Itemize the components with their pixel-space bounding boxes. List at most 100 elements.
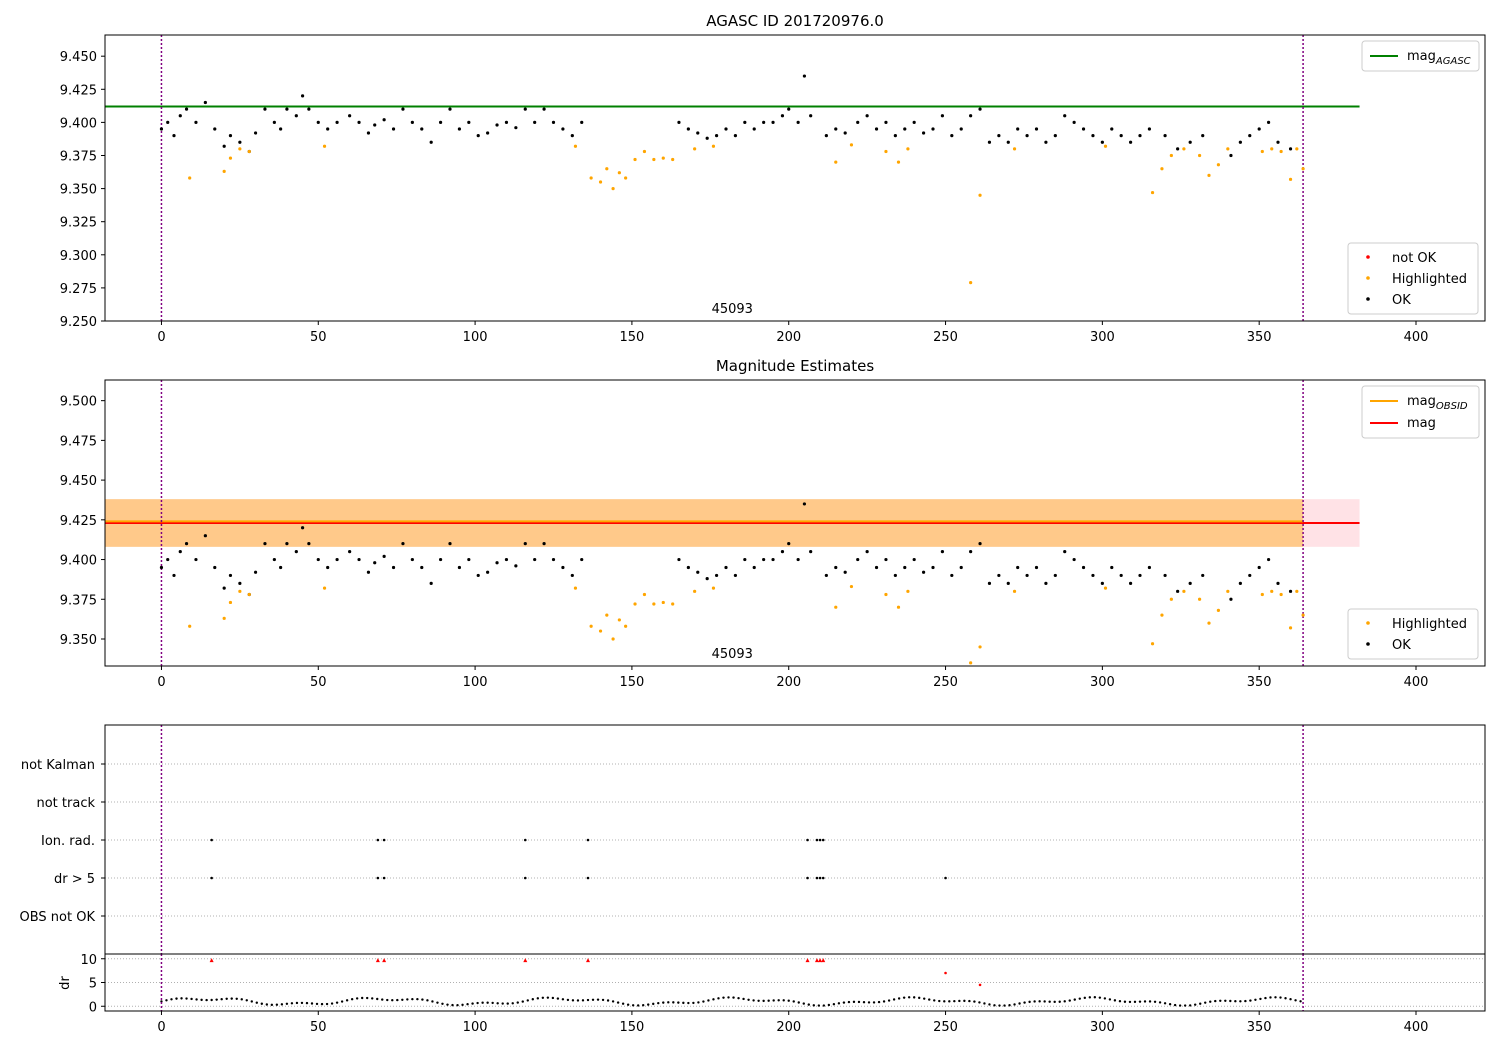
- point-ok: [1081, 565, 1086, 570]
- flag-point-dr5: [815, 876, 819, 880]
- point-highlighted: [1288, 626, 1293, 630]
- point-ok: [1276, 581, 1280, 585]
- point-highlighted: [1301, 613, 1305, 617]
- point-ok: [366, 131, 371, 135]
- dr-point: [606, 999, 610, 1002]
- point-highlighted: [573, 586, 578, 590]
- dr-point: [441, 1002, 444, 1005]
- dr-point: [892, 998, 896, 1001]
- dr-point-high: [821, 958, 826, 963]
- legend-box: [1347, 608, 1479, 660]
- point-ok: [222, 144, 226, 148]
- dr-point: [1199, 1002, 1202, 1005]
- dr-point: [1098, 996, 1102, 999]
- flag-point-ion-rad: [821, 838, 825, 842]
- dr-point: [817, 1004, 821, 1007]
- point-ok: [1025, 573, 1029, 578]
- point-ok: [1188, 581, 1192, 585]
- point-highlighted: [598, 180, 603, 184]
- point-ok: [448, 107, 452, 111]
- point-ok: [580, 120, 584, 124]
- y-tick-label: 9.375: [60, 593, 97, 608]
- point-ok: [263, 542, 267, 546]
- dr-point: [381, 998, 384, 1001]
- dr-point: [466, 1003, 469, 1006]
- point-ok: [410, 120, 414, 124]
- point-ok: [959, 565, 963, 570]
- legend-box: [1361, 40, 1480, 72]
- point-highlighted: [834, 160, 838, 164]
- point-highlighted: [633, 157, 637, 162]
- point-ok: [893, 134, 897, 138]
- dr-point: [175, 997, 178, 1000]
- point-highlighted: [605, 167, 609, 171]
- dr-point: [953, 999, 956, 1003]
- dr-point: [476, 1001, 479, 1005]
- dr-point: [1073, 998, 1076, 1001]
- dr-point: [792, 1000, 795, 1003]
- axes-frame: [104, 34, 1486, 322]
- point-ok: [1081, 127, 1086, 131]
- dr-ylabel: dr: [58, 976, 73, 990]
- point-ok: [1266, 557, 1271, 562]
- point-ok: [903, 127, 907, 131]
- flag-point-dr5: [210, 876, 213, 880]
- point-ok: [1248, 573, 1252, 578]
- point-ok: [166, 120, 170, 124]
- point-ok: [1016, 127, 1020, 131]
- dr-point: [601, 998, 605, 1002]
- dr-point: [1299, 1000, 1302, 1003]
- dr-point: [401, 998, 404, 1001]
- point-ok: [1110, 127, 1114, 131]
- point-highlighted: [624, 176, 628, 180]
- dr-point: [692, 1001, 695, 1005]
- dr-point: [1078, 997, 1081, 1000]
- axes-frame: [104, 953, 1486, 1012]
- point-highlighted: [884, 149, 888, 154]
- point-ok: [420, 127, 424, 131]
- dr-point: [897, 997, 901, 1000]
- x-tick-label: 50: [310, 1020, 327, 1035]
- axes-frame: [104, 379, 1486, 667]
- dr-point: [877, 1000, 881, 1004]
- dr-point: [667, 1001, 670, 1004]
- dr-point: [782, 999, 785, 1002]
- point-highlighted: [589, 624, 593, 628]
- point-highlighted: [906, 147, 910, 151]
- point-highlighted: [1197, 153, 1202, 158]
- point-highlighted: [969, 661, 973, 665]
- point-ok: [762, 557, 766, 562]
- dr-point: [752, 999, 755, 1002]
- dr-point: [556, 997, 560, 1000]
- point-ok: [1266, 120, 1271, 124]
- point-ok: [391, 565, 396, 570]
- flag-label: not Kalman: [21, 758, 95, 773]
- y-tick-label: 9.350: [60, 183, 97, 198]
- x-tick-label: 0: [157, 1020, 165, 1035]
- x-tick-label: 0: [157, 330, 165, 345]
- legend-box: [1361, 385, 1480, 439]
- dr-point: [436, 1001, 439, 1004]
- point-highlighted: [661, 156, 665, 160]
- point-ok: [796, 557, 800, 562]
- point-ok: [159, 565, 164, 570]
- dr-point: [963, 999, 966, 1003]
- dr-point: [200, 998, 203, 1002]
- point-ok: [714, 134, 719, 138]
- dr-point: [1053, 1000, 1056, 1004]
- point-ok: [580, 557, 584, 562]
- dr-point: [933, 999, 936, 1002]
- dr-point: [862, 1000, 866, 1004]
- point-ok: [348, 550, 352, 554]
- point-ok: [523, 107, 527, 111]
- x-tick-label: 350: [1247, 675, 1272, 690]
- flags-panel: not Kalman not track Ion. rad. dr > 5 OBS no…: [20, 724, 1486, 955]
- y-tick-label: 9.300: [60, 249, 97, 264]
- dr-point: [481, 1001, 484, 1004]
- point-highlighted: [573, 144, 578, 148]
- dr-point: [1289, 998, 1292, 1001]
- legend-point-swatch: [1366, 642, 1370, 646]
- x-tick-label: 400: [1404, 1020, 1429, 1035]
- point-highlighted: [1169, 153, 1173, 158]
- point-ok: [410, 557, 414, 562]
